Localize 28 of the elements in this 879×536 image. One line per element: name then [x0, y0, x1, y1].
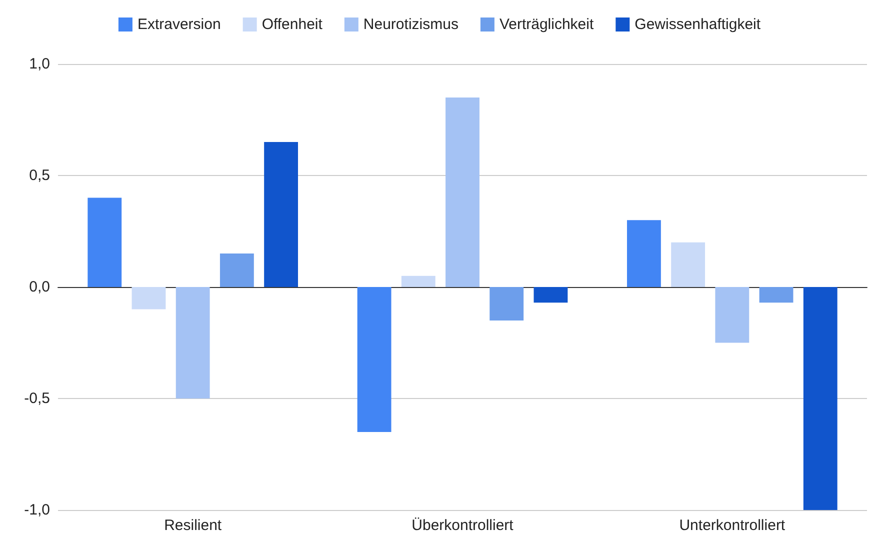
bar — [264, 142, 298, 287]
bar — [534, 287, 568, 303]
bar — [220, 254, 254, 287]
bar — [715, 287, 750, 343]
legend-label: Extraversion — [137, 16, 221, 33]
bar — [446, 97, 480, 287]
x-tick-label: Überkontrolliert — [412, 517, 514, 534]
y-tick-label: 0,0 — [29, 278, 50, 296]
x-tick-label: Resilient — [164, 517, 222, 534]
y-tick-label: 0,5 — [29, 167, 50, 184]
bar — [132, 287, 166, 310]
bar — [176, 287, 210, 398]
bar — [88, 198, 122, 287]
y-tick-label: -0,5 — [24, 390, 50, 407]
legend-label: Gewissenhaftigkeit — [634, 16, 762, 33]
bar — [490, 287, 524, 320]
y-tick-label: 1,0 — [29, 56, 50, 72]
bar — [671, 242, 706, 287]
legend-label: Verträglichkeit — [499, 16, 594, 33]
bar — [357, 287, 392, 432]
x-tick-label: Unterkontrolliert — [679, 517, 786, 534]
bar — [626, 220, 661, 287]
bar — [759, 287, 794, 303]
y-tick-label: -1,0 — [24, 502, 50, 518]
bar — [803, 287, 838, 510]
legend-label: Offenheit — [262, 16, 324, 33]
legend-label: Neurotizismus — [363, 16, 458, 33]
bar — [401, 276, 436, 287]
